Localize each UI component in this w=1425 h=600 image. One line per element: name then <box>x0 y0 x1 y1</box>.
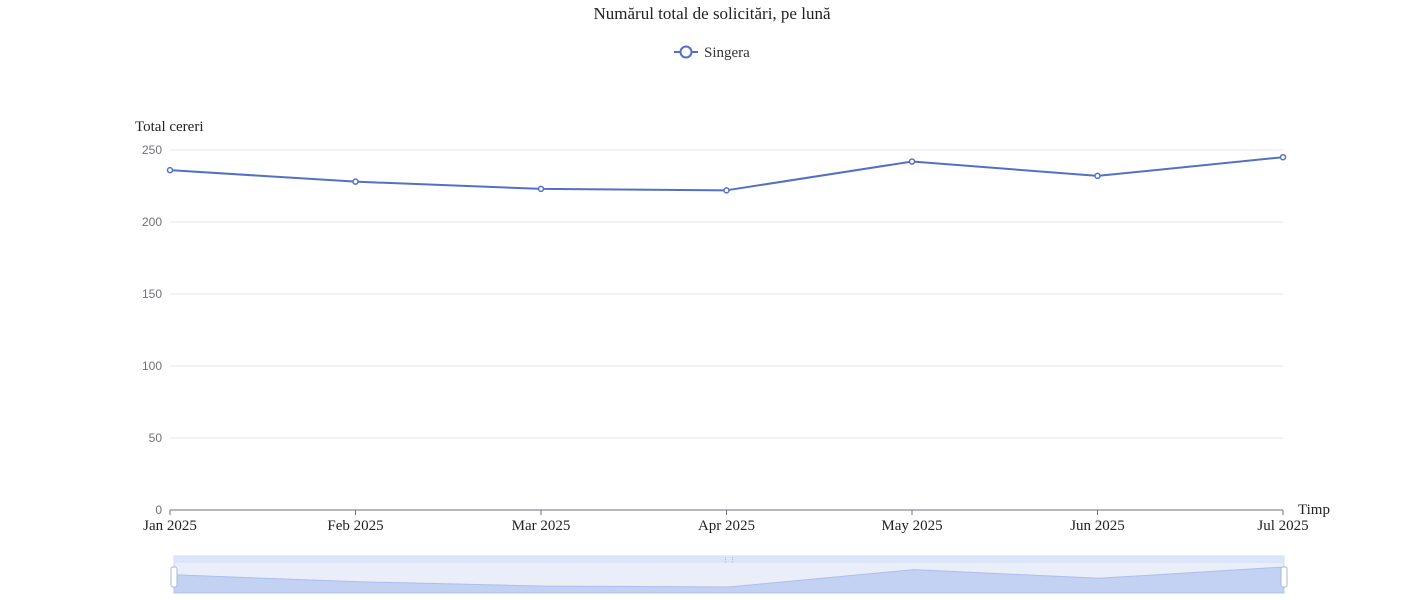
series-group <box>166 153 1287 194</box>
x-tick-label: Jul 2025 <box>1257 518 1308 534</box>
data-point[interactable] <box>166 166 174 174</box>
data-zoom-slider[interactable]: ⋮⋮ <box>170 555 1288 594</box>
data-zoom-top-bar[interactable] <box>174 556 1284 563</box>
data-point[interactable] <box>1094 172 1101 180</box>
data-point[interactable] <box>352 178 359 185</box>
legend-marker-icon <box>679 45 693 59</box>
data-point[interactable] <box>723 187 730 194</box>
x-tick-label: Feb 2025 <box>327 518 383 534</box>
y-tick-label: 100 <box>142 359 162 373</box>
data-zoom-left-handle[interactable] <box>170 566 178 588</box>
x-tick-label: Apr 2025 <box>698 518 755 534</box>
data-point[interactable] <box>1279 153 1287 161</box>
legend[interactable]: Singera <box>674 45 750 61</box>
y-tick-label: 150 <box>142 287 162 301</box>
x-tick-label: May 2025 <box>881 518 942 534</box>
legend-label: Singera <box>704 45 750 61</box>
y-tick-label: 0 <box>155 503 162 517</box>
data-point[interactable] <box>537 185 545 193</box>
data-zoom-move-handle-icon[interactable]: ⋮⋮ <box>722 556 736 564</box>
x-axis-label: Timp <box>1298 502 1330 518</box>
x-tick-label: Jun 2025 <box>1070 518 1125 534</box>
grid-lines <box>170 149 1283 439</box>
chart-title: Numărul total de solicitări, pe lună <box>594 4 831 23</box>
y-axis-label: Total cereri <box>135 119 204 135</box>
y-tick-label: 50 <box>149 431 163 445</box>
y-axis-ticks: 0 50 100 150 200 250 <box>142 143 162 517</box>
y-tick-label: 250 <box>142 143 162 157</box>
x-axis-ticks: Jan 2025 Feb 2025 Mar 2025 Apr 2025 May 2025… <box>143 510 1309 534</box>
y-tick-label: 200 <box>142 215 162 229</box>
x-tick-label: Jan 2025 <box>143 518 197 534</box>
x-tick-label: Mar 2025 <box>512 518 571 534</box>
data-zoom-right-handle[interactable] <box>1280 566 1288 588</box>
series-line <box>169 156 1284 192</box>
data-point[interactable] <box>908 158 916 165</box>
